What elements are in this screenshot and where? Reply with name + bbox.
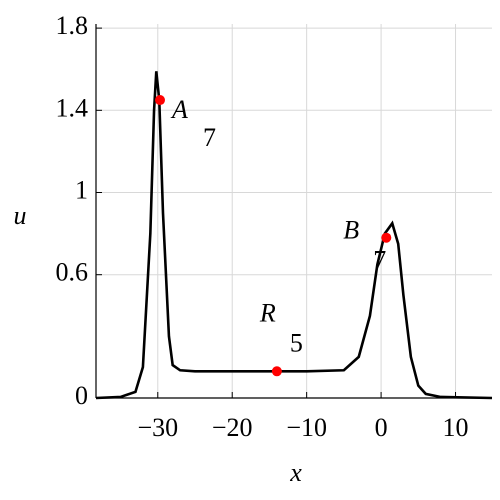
point [381,232,392,243]
point-label: B [343,216,359,245]
y-tick-label: 1.4 [56,93,89,122]
y-axis-label: u [14,201,27,230]
point-label: R [259,298,276,327]
y-tick-label: 1 [75,175,88,204]
x-tick-label: −30 [137,413,178,442]
x-axis-label: x [289,458,302,487]
point [271,366,282,377]
x-tick-label: 0 [375,413,388,442]
y-tick-label: 1.8 [56,11,89,40]
point-subscript: 7 [203,123,216,152]
x-tick-label: 10 [443,413,469,442]
x-tick-label: −20 [212,413,253,442]
curve [95,71,493,400]
y-tick-label: 0 [75,381,88,410]
point-label: A [170,95,188,124]
point-subscript: 5 [290,328,303,357]
point-subscript: 7 [373,246,386,275]
point [155,95,166,106]
x-tick-label: −10 [286,413,327,442]
y-tick-label: 0.6 [56,258,89,287]
